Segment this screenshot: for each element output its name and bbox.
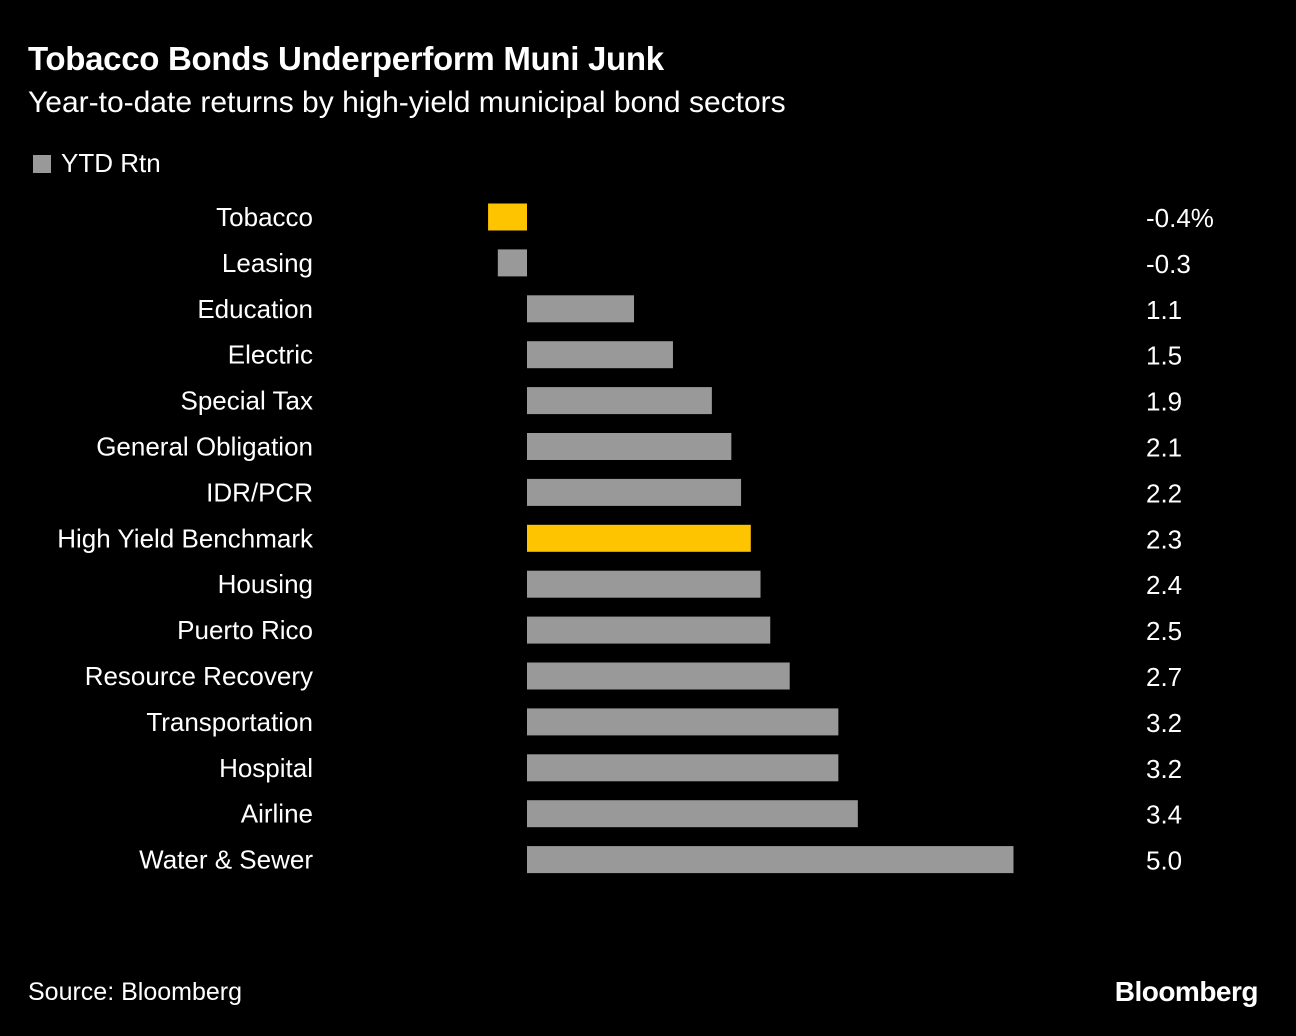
bar <box>527 295 635 323</box>
value-label: 2.5 <box>1146 616 1182 646</box>
bar <box>488 203 527 231</box>
bar-chart: Tobacco -0.4% Leasing -0.3 Education 1.1 Elect… <box>57 202 1214 876</box>
bar <box>527 708 839 736</box>
category-label: Housing <box>218 569 313 599</box>
bar <box>527 616 771 644</box>
category-label: Electric <box>228 340 313 370</box>
legend-label: YTD Rtn <box>61 148 161 178</box>
legend-swatch <box>33 154 51 173</box>
bar <box>527 478 742 506</box>
category-label: IDR/PCR <box>206 477 313 507</box>
value-label: 3.2 <box>1146 754 1182 784</box>
category-label: Hospital <box>219 753 313 783</box>
value-label: 3.2 <box>1146 708 1182 738</box>
category-label: Resource Recovery <box>85 661 313 691</box>
category-label: Tobacco <box>216 202 313 232</box>
bar <box>527 341 673 369</box>
bar <box>527 754 839 782</box>
value-label: 5.0 <box>1146 846 1182 876</box>
category-label: Water & Sewer <box>139 845 313 875</box>
bar <box>527 570 761 598</box>
category-label: Education <box>197 294 313 324</box>
value-label: 1.9 <box>1146 387 1182 417</box>
category-label: Special Tax <box>181 386 314 416</box>
bar <box>527 846 1014 874</box>
bar <box>497 249 527 277</box>
source-note: Source: Bloomberg <box>28 978 243 1006</box>
value-label: 2.7 <box>1146 662 1182 692</box>
category-label: General Obligation <box>96 432 313 462</box>
chart-title: Tobacco Bonds Underperform Muni Junk <box>28 40 664 77</box>
chart-subtitle: Year-to-date returns by high-yield munic… <box>28 86 786 119</box>
category-label: Airline <box>241 799 313 829</box>
value-label: 2.3 <box>1146 524 1182 554</box>
value-label: 2.1 <box>1146 433 1182 463</box>
category-label: Transportation <box>146 707 313 737</box>
value-label: 2.2 <box>1146 478 1182 508</box>
value-label: -0.4% <box>1146 203 1214 233</box>
value-label: 3.4 <box>1146 800 1182 830</box>
value-label: -0.3 <box>1146 249 1191 279</box>
bar <box>527 524 751 552</box>
value-label: 1.1 <box>1146 295 1182 325</box>
legend: YTD Rtn <box>33 148 161 179</box>
category-label: High Yield Benchmark <box>57 523 314 553</box>
value-label: 2.4 <box>1146 570 1182 600</box>
value-label: 1.5 <box>1146 341 1182 371</box>
category-label: Leasing <box>222 248 313 278</box>
category-label: Puerto Rico <box>177 615 313 645</box>
bar <box>527 387 712 415</box>
bar <box>527 433 732 460</box>
bar <box>527 800 858 828</box>
bar <box>527 662 790 690</box>
bloomberg-logo: Bloomberg <box>1114 976 1259 1007</box>
